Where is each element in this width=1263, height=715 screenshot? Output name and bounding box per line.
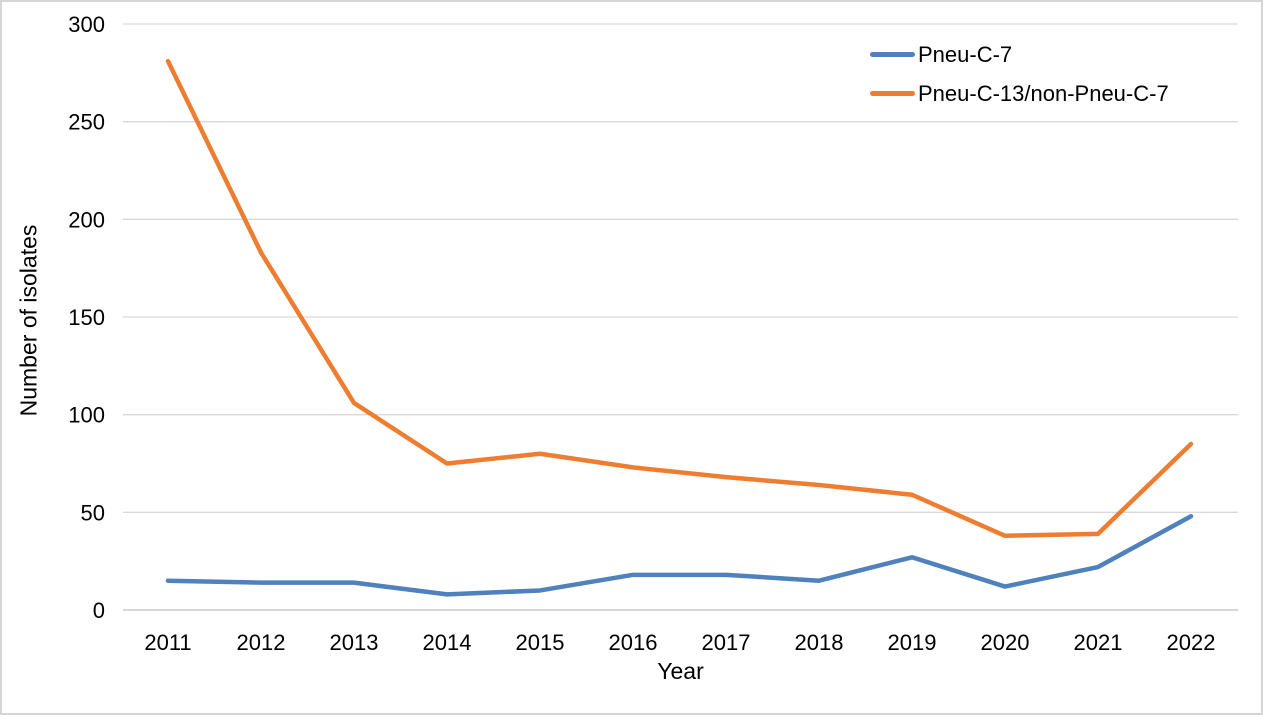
legend-label-pneu-c-13-non-pneu-c-7: Pneu-C-13/non-Pneu-C-7 xyxy=(918,80,1169,106)
x-tick-label: 2016 xyxy=(609,630,658,655)
x-tick-label: 2022 xyxy=(1167,630,1216,655)
series-line-pneu-c-7 xyxy=(165,513,1194,597)
x-tick-label: 2019 xyxy=(888,630,937,655)
y-tick-label: 100 xyxy=(68,403,105,428)
legend: Pneu-C-7 Pneu-C-13/non-Pneu-C-7 xyxy=(870,35,1169,113)
legend-swatch-pneu-c-7 xyxy=(870,52,915,57)
y-tick-label: 50 xyxy=(81,500,105,525)
y-tick-label: 300 xyxy=(68,12,105,37)
x-tick-label: 2013 xyxy=(330,630,379,655)
y-tick-label: 250 xyxy=(68,110,105,135)
gridlines xyxy=(123,23,1238,611)
legend-label-pneu-c-7: Pneu-C-7 xyxy=(918,41,1013,67)
x-tick-label: 2015 xyxy=(516,630,565,655)
x-axis-title: Year xyxy=(657,658,704,684)
x-tick-label: 2014 xyxy=(423,630,472,655)
y-axis-tick-labels: 0 50 100 150 200 250 300 xyxy=(68,12,105,623)
y-tick-label: 200 xyxy=(68,207,105,232)
x-tick-label: 2017 xyxy=(702,630,751,655)
y-tick-label: 0 xyxy=(93,598,105,623)
x-tick-label: 2021 xyxy=(1074,630,1123,655)
x-axis-tick-labels: 2011 2012 2013 2014 2015 2016 2017 2018 2019 2020… xyxy=(144,630,1215,655)
x-tick-label: 2012 xyxy=(237,630,286,655)
x-tick-label: 2011 xyxy=(144,630,191,655)
series-line-pneu-c-13-non-pneu-c-7 xyxy=(165,58,1194,539)
legend-swatch-pneu-c-13-non-pneu-c-7 xyxy=(870,91,915,96)
x-tick-label: 2020 xyxy=(981,630,1030,655)
legend-item-pneu-c-13-non-pneu-c-7: Pneu-C-13/non-Pneu-C-7 xyxy=(870,74,1169,113)
legend-item-pneu-c-7: Pneu-C-7 xyxy=(870,35,1169,74)
y-tick-label: 150 xyxy=(68,305,105,330)
x-tick-label: 2018 xyxy=(795,630,844,655)
